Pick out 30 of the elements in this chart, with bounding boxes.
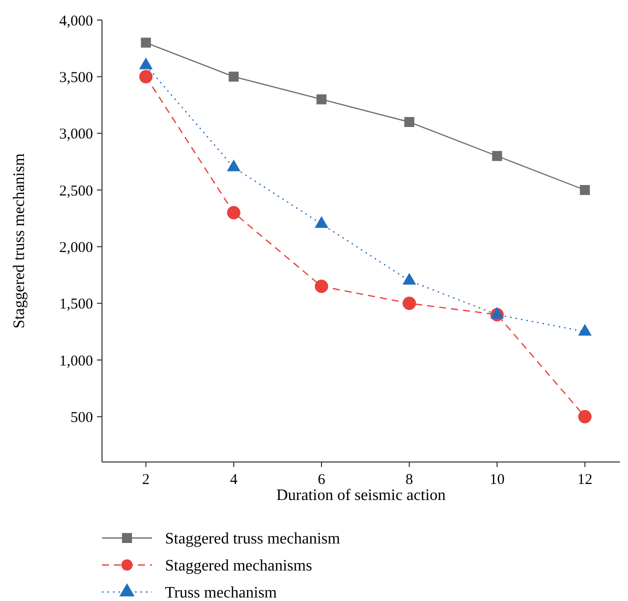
point — [492, 151, 502, 161]
x-tick-label: 4 — [230, 472, 238, 488]
point — [314, 280, 328, 293]
x-axis-title: Duration of seismic action — [276, 487, 446, 504]
x-tick-label: 12 — [577, 472, 592, 488]
point — [580, 185, 590, 195]
legend-label: Staggered truss mechanism — [165, 530, 341, 548]
y-tick-label: 500 — [70, 410, 93, 426]
point — [139, 70, 153, 84]
point — [402, 296, 416, 310]
x-tick-label: 8 — [406, 472, 414, 488]
point — [404, 117, 414, 127]
y-axis-title: Staggered truss mechanism — [11, 152, 28, 329]
point — [578, 410, 592, 424]
y-tick-label: 2,000 — [59, 240, 93, 256]
y-tick-label: 3,500 — [59, 70, 93, 86]
legend-label: Truss mechanism — [165, 584, 278, 601]
y-tick-label: 1,500 — [59, 296, 93, 313]
x-tick-label: 6 — [318, 472, 326, 488]
legend-label: Staggered mechanisms — [165, 558, 312, 575]
point — [140, 38, 151, 48]
y-tick-label: 3,000 — [59, 126, 93, 143]
x-tick-label: 10 — [490, 472, 505, 488]
y-tick-label: 2,500 — [59, 183, 93, 200]
x-tick-label: 2 — [142, 472, 150, 488]
point — [227, 206, 240, 220]
y-tick-label: 4,000 — [59, 13, 93, 30]
y-tick-label: 1,000 — [59, 353, 93, 370]
point — [228, 72, 239, 82]
point — [316, 94, 326, 104]
